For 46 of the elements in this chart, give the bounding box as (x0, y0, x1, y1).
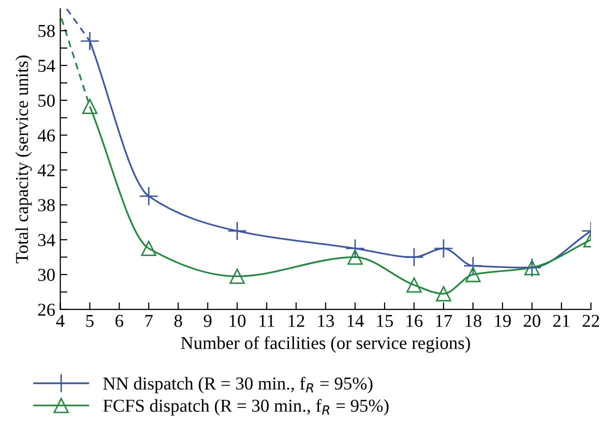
point (230, 268, 245, 284)
point (347, 249, 363, 265)
y-tick-label: 58 (38, 24, 55, 38)
y-tick-label: 34 (38, 234, 56, 246)
x-tick-label: 16 (406, 314, 423, 327)
x-tick-label: 10 (230, 314, 246, 327)
x-tick-label: 8 (174, 314, 182, 327)
y-tick-label: 54 (38, 60, 56, 72)
x-tick-label: 4 (56, 314, 65, 327)
y-tick-label: 50 (38, 94, 55, 107)
point (141, 240, 156, 256)
x-tick-label: 14 (348, 314, 364, 327)
point (404, 247, 424, 267)
y-tick-label: 42 (38, 164, 54, 176)
x-tick-label: 6 (116, 314, 124, 327)
y-tick-label: 38 (38, 199, 55, 212)
point (80, 31, 100, 51)
x-tick-label: 22 (582, 314, 599, 327)
point (434, 238, 454, 258)
x-tick-label: 17 (436, 314, 452, 327)
y-tick-label: 26 (38, 304, 55, 316)
x-tick-label: 7 (145, 314, 153, 327)
x-tick-label: 18 (466, 314, 482, 327)
point (345, 238, 365, 258)
y-tick-label: 46 (38, 129, 55, 142)
x-tick-label: 19 (495, 314, 511, 327)
x-tick-label: 9 (204, 314, 212, 327)
legend-label: NN dispatch (R = 30 min., f$_{R}$ = 95%) (103, 376, 372, 394)
x-tick-label: 12 (288, 314, 304, 327)
point (82, 98, 98, 114)
x-tick-label: 13 (318, 314, 334, 327)
point (463, 256, 483, 276)
point (465, 266, 481, 282)
legend-label: FCFS dispatch (R = 30 min., f$_{R}$ = 95%) (103, 398, 389, 416)
point (406, 277, 422, 293)
point (436, 286, 452, 302)
x-tick-label: 21 (553, 314, 570, 327)
y-tick-label: 30 (38, 268, 55, 281)
y-axis-title: Total capacity (service units) (15, 56, 32, 264)
point (139, 186, 158, 206)
x-tick-label: 15 (377, 314, 393, 327)
x-tick-label: 11 (260, 314, 274, 327)
point (227, 221, 247, 241)
x-tick-label: 20 (524, 314, 540, 327)
x-tick-label: 5 (86, 314, 94, 327)
x-axis-title: Number of facilities (or service regions) (180, 336, 470, 353)
